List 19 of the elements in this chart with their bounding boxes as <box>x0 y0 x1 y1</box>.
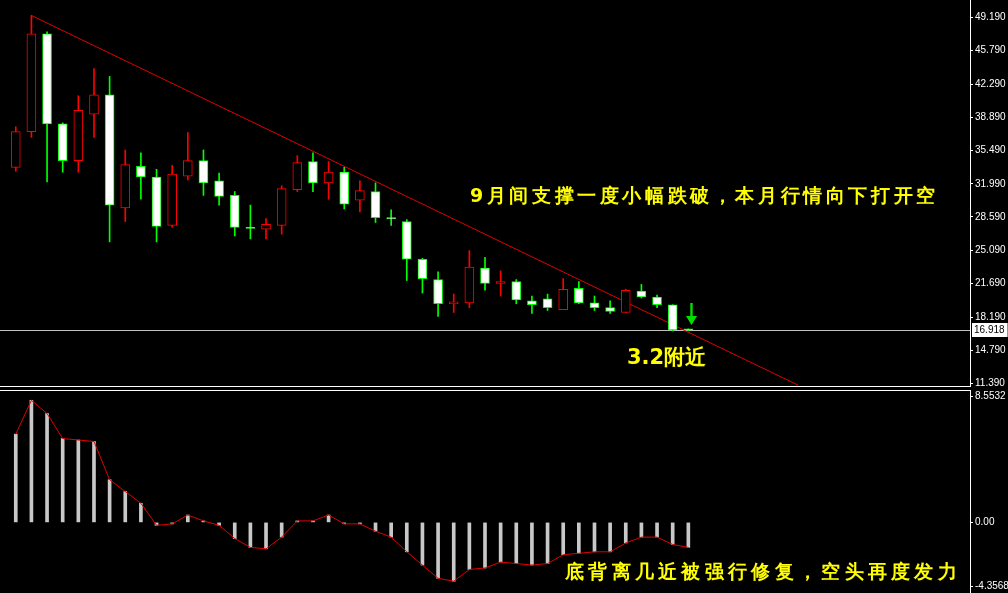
y-tick-label: 49.190 <box>975 11 1007 23</box>
y-tick-label: 25.090 <box>975 244 1007 256</box>
y-tick-label: 35.490 <box>975 143 1007 155</box>
annotation: 底背离几近被强行修复，空头再度发力 <box>565 559 962 583</box>
y-tick-label: 8.5532 <box>975 390 1007 402</box>
y-tick-label: 28.590 <box>975 210 1007 222</box>
y-tick-label: 45.790 <box>975 44 1007 56</box>
y-tick-label: 11.390 <box>975 376 1006 388</box>
y-tick-label: 21.690 <box>975 277 1007 289</box>
y-tick-label: 38.890 <box>975 110 1007 122</box>
ref-line-label: 16.918 <box>974 323 1006 335</box>
y-tick-label: 18.190 <box>975 311 1007 323</box>
y-tick-label: 42.290 <box>975 78 1007 90</box>
y-tick-label: 14.790 <box>975 344 1007 356</box>
y-tick-label: 31.990 <box>975 177 1007 189</box>
y-tick-label: 0.00 <box>975 516 995 528</box>
annotation: 9月间支撑一度小幅跌破，本月行情向下打开空 <box>470 183 939 207</box>
annotation: 3.2附近 <box>627 345 707 369</box>
y-tick-label: -4.3568 <box>975 580 1008 592</box>
